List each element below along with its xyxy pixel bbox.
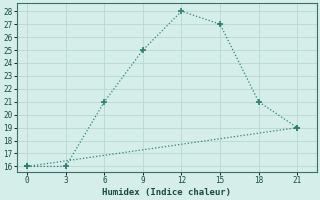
X-axis label: Humidex (Indice chaleur): Humidex (Indice chaleur) [102,188,231,197]
